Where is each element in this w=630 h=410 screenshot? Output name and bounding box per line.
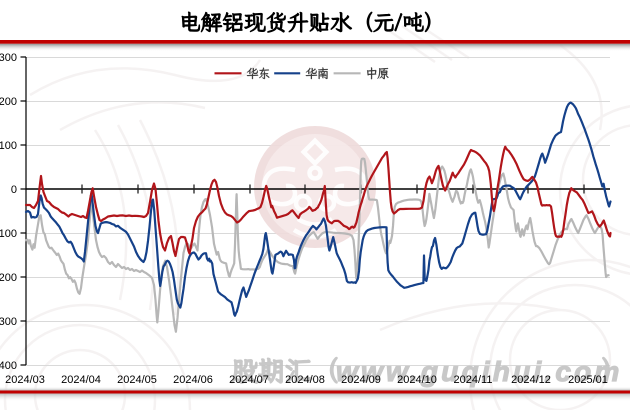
svg-text:www.guqihui.com: www.guqihui.com	[336, 356, 623, 387]
svg-text:2024/09: 2024/09	[341, 374, 381, 386]
svg-text:200: 200	[0, 96, 17, 108]
svg-text:300: 300	[0, 52, 17, 64]
svg-text:400: 400	[0, 360, 17, 372]
svg-text:2024/06: 2024/06	[173, 374, 213, 386]
svg-text:2024/11: 2024/11	[454, 374, 493, 386]
svg-text:100: 100	[0, 228, 17, 240]
svg-text:2024/12: 2024/12	[511, 374, 551, 386]
svg-text:300: 300	[0, 316, 17, 328]
svg-text:0: 0	[11, 184, 17, 196]
svg-text:2024/08: 2024/08	[285, 374, 325, 386]
svg-text:100: 100	[0, 140, 17, 152]
svg-text:200: 200	[0, 272, 17, 284]
svg-text:2024/07: 2024/07	[229, 374, 269, 386]
svg-text:2025/01: 2025/01	[568, 374, 608, 386]
svg-text:2024/05: 2024/05	[117, 374, 157, 386]
svg-text:2024/03: 2024/03	[5, 374, 45, 386]
svg-text:2024/04: 2024/04	[61, 374, 101, 386]
svg-text:2024/10: 2024/10	[397, 374, 437, 386]
